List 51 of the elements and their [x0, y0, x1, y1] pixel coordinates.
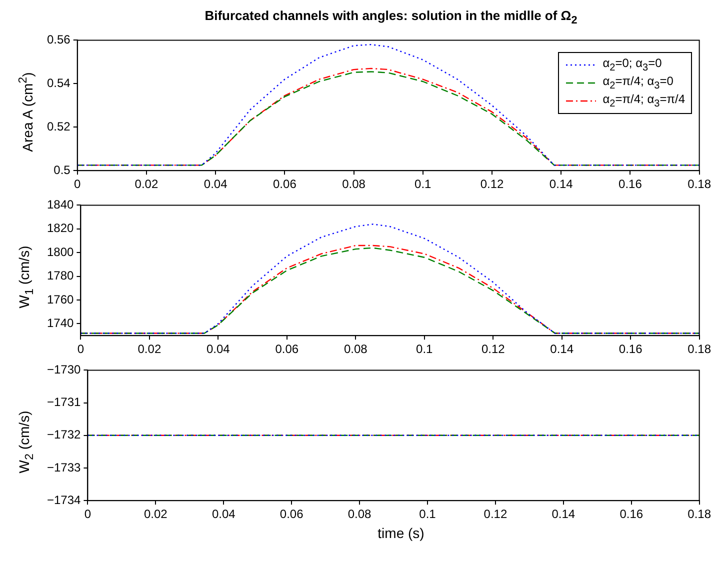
y-tick-label: 1760 [46, 292, 74, 306]
legend-label: α$_{2}$=0; α$_{3}$=0 [602, 56, 662, 74]
y-tick-label: 1740 [46, 316, 74, 330]
x-tick-label: 0.12 [484, 507, 508, 522]
x-tick-label: 0.06 [273, 177, 297, 192]
legend-label: α$_{2}$=π/4; α$_{3}$=π/4 [602, 92, 685, 110]
y-tick-label: −1731 [47, 395, 82, 410]
x-tick-label: 0.04 [212, 507, 236, 522]
y-tick-label: −1730 [47, 362, 82, 377]
y-tick-label: −1733 [47, 460, 82, 474]
y-tick-label: 1840 [46, 198, 74, 212]
y-tick-label: 1780 [46, 268, 74, 283]
y-tick-label: 1800 [46, 244, 74, 259]
x-tick-label: 0.08 [342, 177, 366, 192]
x-tick-label: 0 [74, 177, 82, 192]
x-tick-label: 0.14 [550, 342, 574, 356]
x-tick-label: 0 [77, 342, 84, 356]
x-tick-label: 0.16 [618, 342, 643, 356]
x-tick-label: 0 [84, 507, 92, 522]
x-tick-label: 0.02 [134, 177, 158, 192]
x-tick-label: 0.04 [206, 342, 230, 356]
x-tick-label: 0.06 [275, 342, 299, 356]
x-tick-label: 0.14 [552, 507, 576, 522]
x-tick-label: 0.12 [481, 342, 506, 356]
x-tick-label: 0.08 [348, 507, 372, 522]
x-tick-label: 0.16 [620, 507, 644, 522]
y-tick-label: 0.5 [54, 162, 71, 177]
chart-title: Bifurcated channels with angles: solution in the midlle of Ω$_{2}$ [204, 8, 578, 29]
x-tick-label: 0.18 [688, 507, 712, 522]
x-tick-label: 0.16 [618, 177, 642, 192]
y-tick-label: −1732 [47, 428, 82, 442]
x-tick-label: 0.1 [419, 507, 436, 522]
x-tick-label: 0.02 [138, 342, 162, 356]
y-tick-label: 0.52 [46, 119, 71, 134]
x-tick-label: 0.04 [204, 177, 228, 192]
x-axis-title: time (s) [376, 525, 426, 541]
legend-label: α$_{2}$=π/4; α$_{3}$=0 [602, 74, 674, 92]
y-tick-label: 0.54 [46, 76, 71, 90]
x-tick-label: 0.14 [549, 177, 574, 192]
x-tick-label: 0.18 [688, 177, 712, 192]
x-tick-label: 0.08 [344, 342, 368, 356]
y-tick-label: 0.56 [46, 32, 71, 47]
x-tick-label: 0.12 [480, 177, 504, 192]
x-tick-label: 0.18 [688, 342, 712, 356]
y-tick-label: 1820 [46, 221, 74, 236]
x-tick-label: 0.1 [414, 177, 432, 192]
y-tick-label: −1734 [47, 492, 82, 507]
line-series [77, 44, 700, 166]
x-tick-label: 0.02 [144, 507, 168, 522]
x-tick-label: 0.06 [280, 507, 304, 522]
x-tick-label: 0.1 [416, 342, 434, 356]
